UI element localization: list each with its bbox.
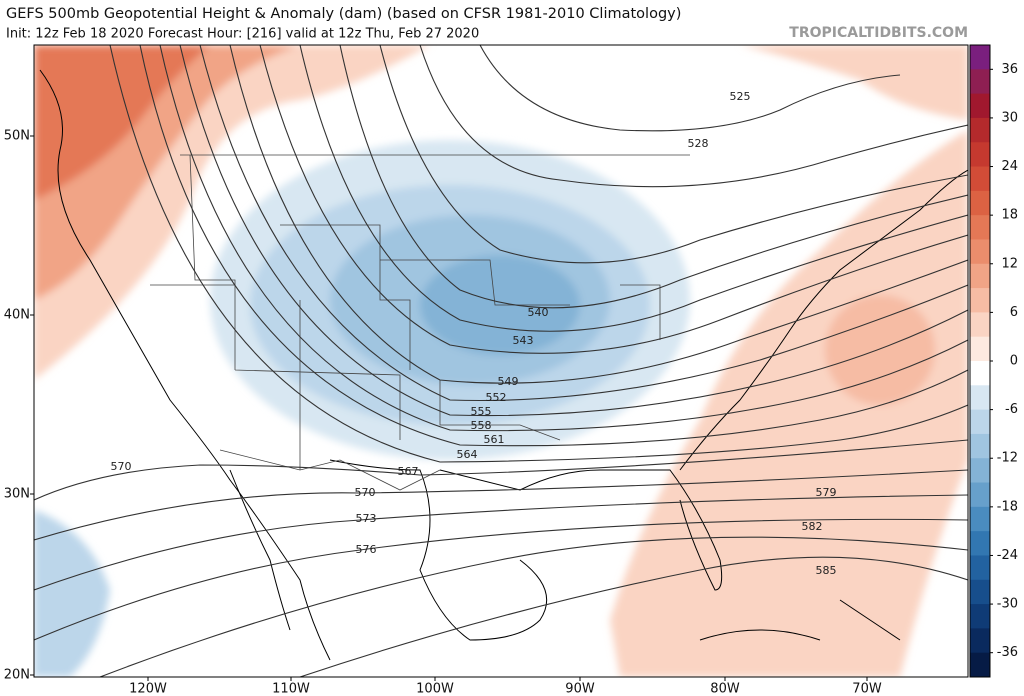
- contour-label: 543: [513, 334, 534, 347]
- colorbar-segment: [970, 506, 990, 532]
- colorbar-segment: [970, 166, 990, 192]
- contour-label: 558: [471, 419, 492, 432]
- lon-label: 100W: [416, 682, 454, 696]
- colorbar-segment: [970, 409, 990, 435]
- lon-label: 80W: [710, 682, 740, 696]
- colorbar-segment: [970, 628, 990, 654]
- colorbar-segment: [970, 45, 990, 70]
- contour-label: 570: [355, 486, 376, 499]
- colorbar-label: 12: [1001, 256, 1018, 271]
- contour-label: 549: [498, 375, 519, 388]
- contour-label: 525: [730, 90, 751, 103]
- lon-label: 70W: [852, 682, 882, 696]
- borders: [150, 154, 690, 491]
- contour-label: 576: [356, 543, 377, 556]
- colorbar-label: -30: [997, 597, 1018, 612]
- colorbar-segment: [970, 555, 990, 581]
- colorbar-segment: [970, 433, 990, 459]
- colorbar-segment: [970, 652, 990, 678]
- watermark: TROPICALTIDBITS.COM: [789, 25, 968, 41]
- colorbar-segment: [970, 142, 990, 168]
- colorbar-segment: [970, 263, 990, 289]
- colorbar-label: 30: [1001, 110, 1018, 125]
- lat-label: 40N: [4, 308, 30, 323]
- contour-label: 564: [457, 448, 478, 461]
- contour-label: 585: [816, 564, 837, 577]
- colorbar-segment: [970, 239, 990, 265]
- colorbar-label: -24: [997, 548, 1018, 563]
- colorbar-segment: [970, 93, 990, 119]
- colorbar-label: 36: [1001, 62, 1018, 77]
- colorbar-segment: [970, 312, 990, 338]
- colorbar-label: 6: [1010, 305, 1018, 320]
- contour-label: 540: [528, 306, 549, 319]
- colorbar-segment: [970, 288, 990, 313]
- contour-label: 555: [471, 405, 492, 418]
- colorbar-label: -18: [997, 499, 1018, 514]
- colorbar-segment: [970, 190, 990, 216]
- colorbar-segment: [970, 604, 990, 629]
- colorbar-segment: [970, 336, 990, 362]
- subtitle: Init: 12z Feb 18 2020 Forecast Hour: [21…: [6, 27, 479, 42]
- colorbar-label: -6: [1005, 402, 1018, 417]
- lat-label: 30N: [4, 487, 30, 502]
- lat-label: 50N: [4, 129, 30, 144]
- contour-label: 528: [688, 137, 709, 150]
- colorbar-label: -12: [997, 451, 1018, 466]
- colorbar-segment: [970, 117, 990, 143]
- lon-label: 90W: [565, 682, 595, 696]
- contour-label: 570: [111, 460, 132, 473]
- colorbar-segment: [970, 215, 990, 240]
- colorbar-segment: [970, 69, 990, 95]
- colorbar-segment: [970, 579, 990, 605]
- colorbar-label: 24: [1001, 159, 1018, 174]
- lon-label: 120W: [129, 682, 167, 696]
- contour-label: 567: [398, 465, 419, 478]
- contour-label: 552: [486, 391, 507, 404]
- lat-label: 20N: [4, 668, 30, 683]
- colorbar-segment: [970, 531, 990, 556]
- contour-label: 573: [356, 512, 377, 525]
- height-contours: [34, 45, 968, 677]
- colorbar-label: -36: [997, 645, 1018, 660]
- contour-label: 579: [816, 486, 837, 499]
- title: GEFS 500mb Geopotential Height & Anomaly…: [6, 6, 681, 22]
- colorbar-segment: [970, 361, 990, 386]
- colorbar-segment: [970, 458, 990, 484]
- colorbar-label: 0: [1010, 354, 1018, 369]
- colorbar-label: 18: [1001, 208, 1018, 223]
- contour-label: 561: [484, 433, 505, 446]
- colorbar-segment: [970, 482, 990, 508]
- contour-label: 582: [802, 520, 823, 533]
- colorbar-segment: [970, 385, 990, 411]
- lon-label: 110W: [272, 682, 310, 696]
